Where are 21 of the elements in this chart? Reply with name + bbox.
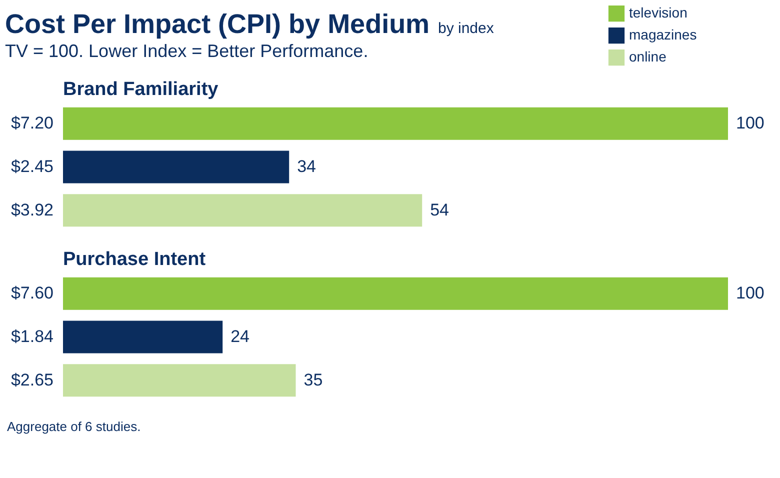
text: Cost Per Impact (CPI) by Medium xyxy=(5,9,430,39)
legend-label: television xyxy=(629,4,688,20)
y-tick-label: $2.45 xyxy=(10,157,54,176)
y-tick-label: $7.20 xyxy=(10,114,54,133)
data-label: 24 xyxy=(230,327,250,346)
data-label: 100 xyxy=(736,284,764,303)
data-label: 35 xyxy=(304,370,323,390)
y-tick-label: $3.92 xyxy=(10,200,54,220)
text: by index xyxy=(438,20,494,37)
legend-label: magazines xyxy=(629,26,697,42)
text: Aggregate of 6 studies. xyxy=(7,419,141,434)
legend-label: online xyxy=(629,48,667,64)
data-label: 100 xyxy=(736,114,764,133)
data-label: 34 xyxy=(297,157,316,176)
chart-title: Brand Familiarity xyxy=(63,79,219,100)
y-tick-label: $2.65 xyxy=(10,370,54,390)
data-label: 54 xyxy=(430,200,450,220)
text: TV = 100. Lower Index = Better Performance. xyxy=(5,41,368,61)
chart-title: Purchase Intent xyxy=(63,249,206,270)
y-tick-label: $7.60 xyxy=(10,284,54,303)
y-tick-label: $1.84 xyxy=(10,327,54,346)
